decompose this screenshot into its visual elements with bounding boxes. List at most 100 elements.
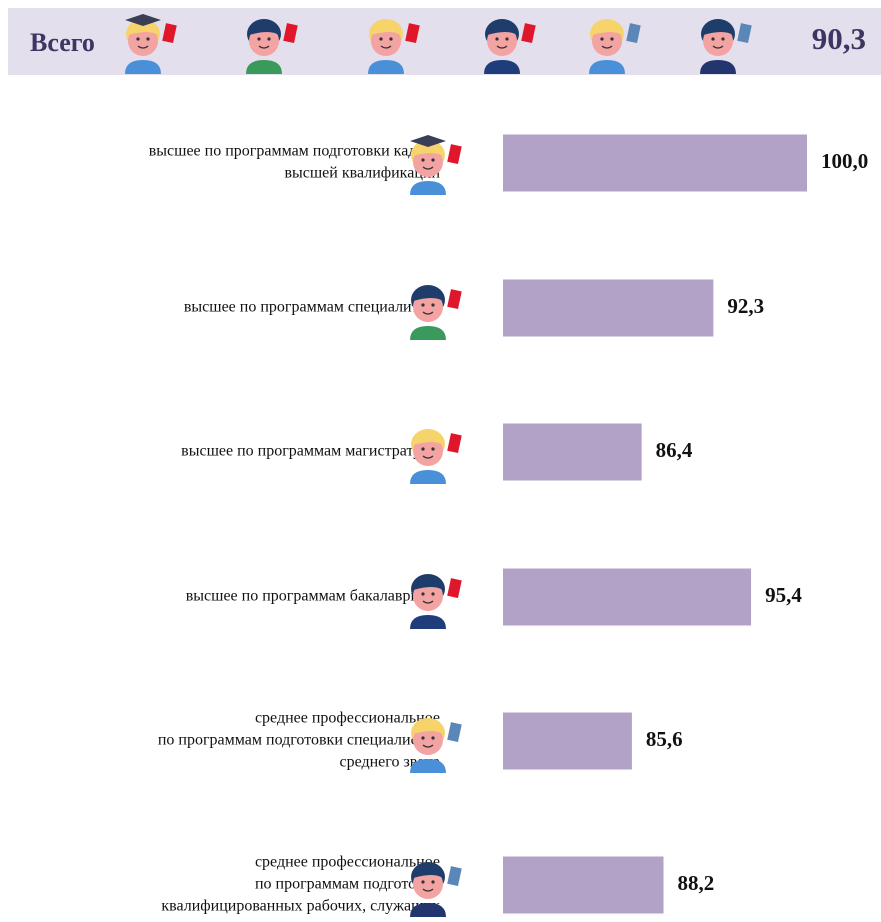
icon-eye: [721, 37, 725, 41]
icon-mouth: [712, 45, 724, 49]
icon-shirt: [410, 615, 446, 629]
icon-book: [447, 433, 462, 454]
value-label: 85,6: [646, 727, 683, 751]
icon-eye: [431, 303, 435, 307]
value-label: 86,4: [656, 438, 693, 462]
icon-eye: [421, 303, 425, 307]
icon-face: [371, 26, 401, 56]
icon-shirt: [125, 60, 161, 74]
icon-bangs: [413, 866, 443, 878]
icon-bangs: [128, 23, 158, 35]
icon-bangs: [413, 722, 443, 734]
icon-bangs: [413, 578, 443, 590]
icon-shirt: [410, 759, 446, 773]
icon-bangs: [413, 144, 443, 156]
icon-bangs: [592, 23, 622, 35]
icon-eye: [610, 37, 614, 41]
icon-shirt: [589, 60, 625, 74]
person-icon: [246, 19, 298, 74]
person-icon: [410, 429, 462, 484]
person-icon: [410, 285, 462, 340]
icon-eye: [421, 447, 425, 451]
icon-eye: [146, 37, 150, 41]
icon-book: [447, 578, 462, 599]
icon-face: [249, 26, 279, 56]
value-label: 95,4: [765, 583, 802, 607]
icon-face: [413, 292, 443, 322]
person-icon: [700, 19, 752, 74]
icon-eye: [505, 37, 509, 41]
person-icon: [484, 19, 536, 74]
icon-eye: [600, 37, 604, 41]
icon-face: [413, 436, 443, 466]
icon-bangs: [487, 23, 517, 35]
icon-mouth: [422, 455, 434, 459]
icon-eye: [267, 37, 271, 41]
bar: [503, 134, 807, 192]
icon-face: [703, 26, 733, 56]
icon-eye: [421, 158, 425, 162]
icon-mouth: [601, 45, 613, 49]
bar: [503, 712, 632, 770]
person-icon: [410, 574, 462, 629]
icon-eye: [431, 447, 435, 451]
category-label: высшее по программам подготовки кадров: [149, 143, 441, 160]
icon-book: [521, 23, 536, 44]
icon-bangs: [703, 23, 733, 35]
icon-bangs: [413, 289, 443, 301]
icon-book: [447, 722, 462, 743]
icon-mouth: [137, 45, 149, 49]
icon-eye: [431, 158, 435, 162]
icon-face: [592, 26, 622, 56]
person-icon: [125, 14, 177, 74]
icon-book: [447, 866, 462, 887]
bar: [503, 423, 642, 481]
person-icon: [589, 19, 641, 74]
icon-eye: [421, 736, 425, 740]
icon-book: [626, 23, 641, 44]
person-icon: [410, 718, 462, 773]
icon-shirt: [410, 903, 446, 917]
bar: [503, 568, 752, 626]
icon-eye: [431, 736, 435, 740]
header-total: 90,3: [812, 21, 866, 56]
icon-face: [413, 725, 443, 755]
header-title: Всего: [30, 28, 95, 57]
icon-shirt: [484, 60, 520, 74]
person-icon: [368, 19, 420, 74]
category-label: квалифицированных рабочих, служащих: [161, 898, 440, 915]
icon-book: [283, 23, 298, 44]
icon-eye: [257, 37, 261, 41]
icon-shirt: [246, 60, 282, 74]
icon-eye: [136, 37, 140, 41]
icon-face: [413, 147, 443, 177]
icon-bangs: [413, 433, 443, 445]
icon-mouth: [380, 45, 392, 49]
category-label: высшее по программам бакалавриата: [186, 588, 440, 605]
icon-cap: [125, 14, 161, 26]
icon-book: [447, 289, 462, 310]
category-label: высшей квалификации: [284, 165, 440, 182]
icon-eye: [495, 37, 499, 41]
bar: [503, 279, 714, 337]
icon-mouth: [422, 166, 434, 170]
icon-bangs: [371, 23, 401, 35]
icon-mouth: [422, 888, 434, 892]
person-icon: [410, 862, 462, 917]
bar: [503, 856, 664, 914]
value-label: 92,3: [727, 294, 764, 318]
icon-eye: [431, 592, 435, 596]
icon-shirt: [410, 181, 446, 195]
icon-bangs: [249, 23, 279, 35]
icon-mouth: [258, 45, 270, 49]
value-label: 88,2: [678, 871, 715, 895]
value-label: 100,0: [821, 149, 868, 173]
icon-eye: [421, 592, 425, 596]
icon-face: [128, 26, 158, 56]
icon-book: [737, 23, 752, 44]
icon-eye: [389, 37, 393, 41]
icon-face: [487, 26, 517, 56]
icon-eye: [379, 37, 383, 41]
